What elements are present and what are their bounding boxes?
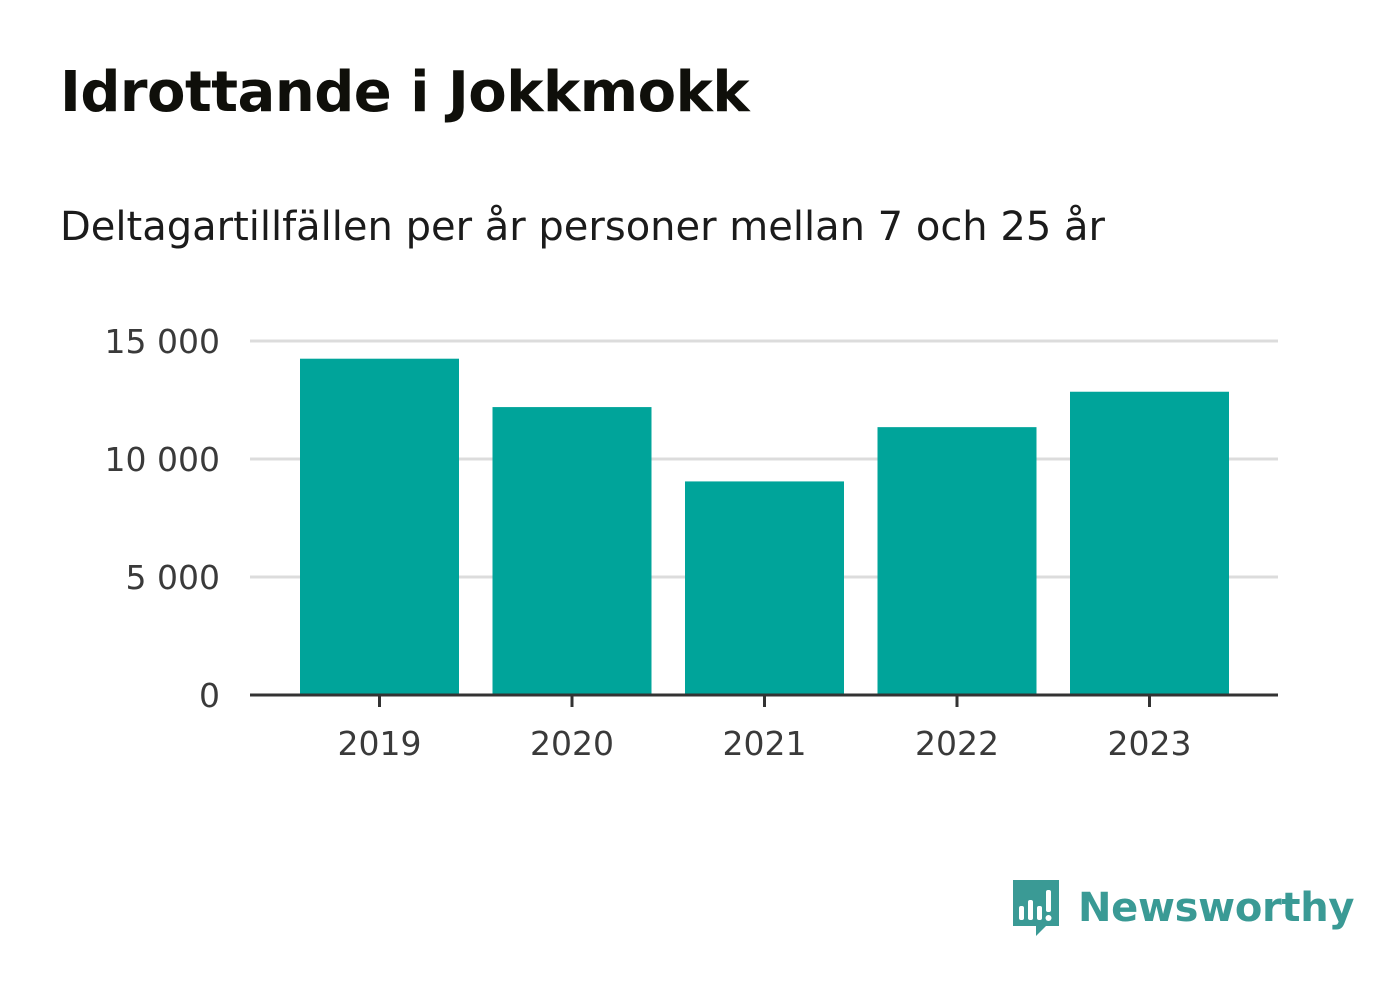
x-tick-label: 2022 (915, 724, 999, 763)
y-tick-label: 15 000 (105, 322, 220, 361)
x-tick-label: 2021 (723, 724, 807, 763)
bars (300, 358, 1229, 695)
newsworthy-chart-bubble-icon (1013, 880, 1059, 936)
y-tick-label: 0 (199, 676, 220, 715)
logo-text: Newsworthy (1078, 885, 1355, 931)
x-tick-label: 2023 (1108, 724, 1192, 763)
bar-2023 (1070, 391, 1229, 695)
bar-2021 (685, 481, 844, 695)
bar-2019 (300, 358, 459, 695)
y-tick-label: 10 000 (105, 440, 220, 479)
x-tick-label: 2020 (530, 724, 614, 763)
y-tick-label: 5 000 (126, 558, 220, 597)
bar-2022 (877, 427, 1037, 695)
chart-title: Idrottande i Jokkmokk (60, 60, 750, 125)
newsworthy-logo: Newsworthy (1010, 876, 1355, 940)
x-tick-label: 2019 (338, 724, 422, 763)
bar-2020 (492, 407, 652, 695)
axes: 0 5 000 10 000 15 000 2019 2020 2021 2022 2023 (105, 322, 1278, 763)
chart-subtitle: Deltagartillfällen per år personer mella… (60, 204, 1105, 250)
